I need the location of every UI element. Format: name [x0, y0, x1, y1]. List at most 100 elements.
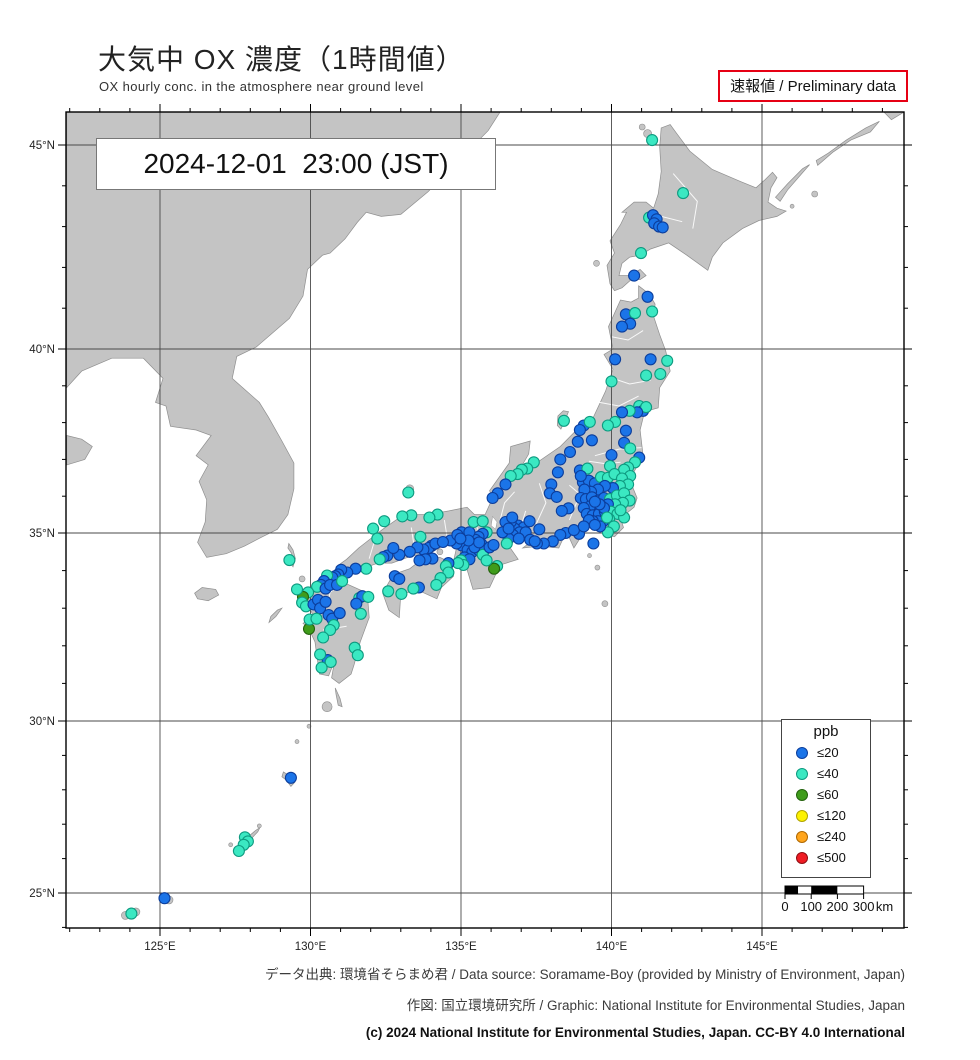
station-dot: [486, 491, 499, 505]
station-dot: [554, 453, 567, 466]
station-dot: [615, 320, 629, 333]
legend-item: ≤500: [782, 847, 870, 868]
prefecture-border: [535, 483, 547, 525]
landmass-shandong: [66, 435, 93, 466]
station-dot: [350, 597, 363, 610]
station-dot: [473, 536, 486, 549]
legend-dot-icon: [796, 788, 808, 801]
lon-tick-label: 135°E: [445, 941, 477, 953]
station-dot: [588, 518, 601, 531]
station-dot: [640, 369, 653, 382]
lon-tick-label: 140°E: [596, 941, 628, 953]
station-dot: [605, 375, 618, 388]
station-dot: [284, 771, 297, 784]
station-dot: [378, 515, 391, 528]
scalebar-tick-label: 300: [853, 899, 875, 914]
islet: [294, 739, 300, 744]
islet: [436, 548, 444, 556]
station-dot: [324, 655, 337, 669]
station-dot: [533, 523, 546, 536]
prefecture-border: [611, 330, 644, 341]
legend-dot-icon: [796, 809, 808, 822]
legend-rows: ≤20 ≤40 ≤60 ≤120 ≤240 ≤500: [782, 742, 870, 868]
station-dot: [403, 545, 416, 558]
footer-copyright: (c) 2024 National Institute for Environm…: [365, 1025, 905, 1040]
legend-dot-icon: [796, 746, 808, 759]
station-dot: [362, 590, 375, 603]
prefecture-border: [672, 173, 698, 229]
station-dot: [354, 607, 367, 620]
station-dot: [567, 524, 580, 537]
station-dot: [499, 478, 512, 491]
station-dot: [551, 466, 564, 479]
station-dot: [600, 511, 614, 524]
station-dot: [641, 290, 654, 303]
station-dot: [360, 562, 373, 575]
station-dot: [371, 532, 384, 545]
station-dot: [436, 535, 449, 549]
station-dot: [351, 649, 364, 662]
lon-tick-label: 145°E: [746, 941, 778, 953]
station-dot: [583, 415, 596, 428]
legend-dot-icon: [796, 767, 808, 780]
station-dot: [573, 423, 586, 437]
station-dot: [614, 504, 627, 517]
islet: [811, 190, 819, 198]
lon-tick-label: 125°E: [144, 941, 176, 953]
station-dot: [430, 578, 443, 591]
prefecture-border: [612, 377, 651, 385]
islet: [789, 203, 795, 209]
legend-item: ≤240: [782, 826, 870, 847]
landmass-continent: [66, 112, 501, 558]
legend-label: ≤40: [817, 766, 839, 781]
scalebar-tick-label: 0: [781, 899, 788, 914]
station-dot: [644, 353, 657, 366]
prefecture-border: [599, 395, 639, 407]
station-dot: [158, 892, 171, 905]
station-dot: [290, 583, 304, 596]
station-dot: [555, 504, 568, 517]
station-dot: [487, 538, 500, 552]
station-dot: [574, 469, 587, 483]
station-dot: [314, 648, 327, 661]
station-dot: [402, 486, 415, 499]
station-dot: [550, 490, 563, 503]
prefecture-border: [661, 215, 683, 223]
lat-tick-label: 45°N: [29, 140, 55, 152]
landmass-iturup: [815, 120, 880, 167]
station-dot: [609, 353, 622, 366]
station-dot: [646, 305, 659, 318]
station-dot: [333, 607, 346, 620]
station-dot: [502, 522, 515, 535]
station-dot: [615, 406, 629, 419]
station-dot: [563, 445, 577, 459]
station-dot: [414, 530, 427, 543]
legend-title: ppb: [813, 723, 839, 740]
islet: [593, 259, 600, 267]
station-dot: [480, 554, 493, 567]
legend-item: ≤20: [782, 742, 870, 763]
station-dot: [654, 367, 667, 381]
islet: [256, 823, 262, 829]
legend-item: ≤120: [782, 805, 870, 826]
station-dot: [500, 537, 513, 550]
landmass-urup: [883, 112, 904, 121]
legend-label: ≤60: [817, 787, 839, 802]
station-dot: [413, 554, 426, 567]
station-dot: [601, 419, 614, 432]
page-subtitle: OX hourly conc. in the atmosphere near g…: [99, 79, 424, 94]
lat-tick-label: 30°N: [29, 716, 55, 728]
station-dot: [454, 532, 467, 545]
station-dot: [283, 554, 296, 567]
timestamp-box: 2024-12-01 23:00 (JST): [96, 138, 496, 190]
scalebar-unit: km: [876, 899, 893, 914]
footer: データ出典: 環境省そらまめ君 / Data source: Soramame-…: [265, 963, 905, 1040]
station-dot: [628, 307, 642, 320]
islet: [594, 564, 601, 571]
scalebar: 0 100 200 300 km: [781, 885, 893, 914]
islet: [601, 600, 609, 608]
lat-tick-label: 35°N: [29, 528, 55, 540]
legend-label: ≤240: [817, 829, 846, 844]
station-dot: [656, 221, 669, 234]
